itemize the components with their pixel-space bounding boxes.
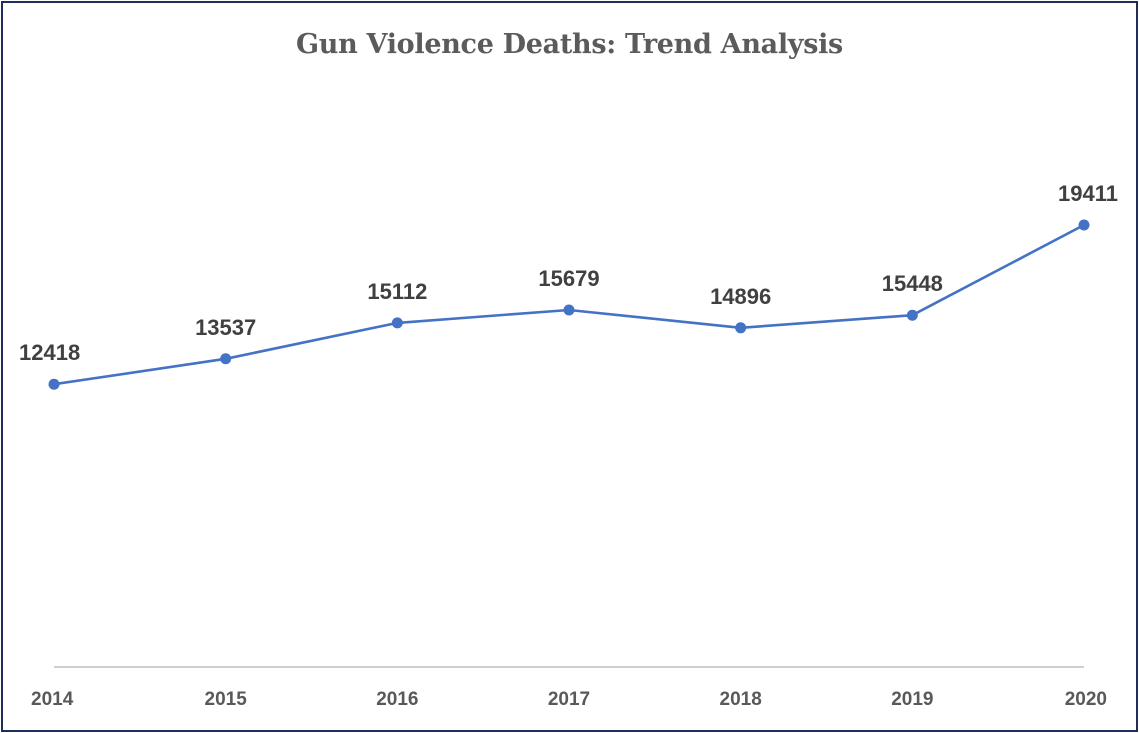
- data-point: [563, 304, 575, 316]
- x-tick-label: 2015: [205, 689, 248, 710]
- data-point: [1078, 219, 1090, 231]
- data-point: [391, 317, 403, 329]
- data-point: [220, 353, 232, 365]
- x-tick-layer: 2014 2015 2016 2017 2018 2019 2020: [31, 689, 1107, 710]
- data-label: 15679: [538, 266, 599, 291]
- data-label: 15448: [882, 271, 943, 296]
- chart-title: Gun Violence Deaths: Trend Analysis: [296, 29, 843, 60]
- data-point: [48, 378, 60, 390]
- x-tick-label: 2018: [720, 689, 762, 710]
- data-point: [735, 322, 747, 334]
- data-label: 15112: [367, 279, 427, 304]
- x-tick-label: 2020: [1065, 689, 1107, 710]
- data-label: 14896: [710, 284, 771, 309]
- data-label-layer: 12418 13537 15112 15679 14896 15448 19411: [19, 181, 1118, 365]
- data-label: 13537: [195, 315, 256, 340]
- data-label: 12418: [19, 340, 80, 365]
- series-layer: [48, 219, 1090, 390]
- x-tick-label: 2019: [891, 689, 933, 710]
- x-tick-label: 2017: [548, 689, 590, 710]
- x-tick-label: 2014: [31, 689, 74, 710]
- x-tick-label: 2016: [376, 689, 418, 710]
- data-label: 19411: [1058, 181, 1118, 206]
- data-point: [906, 309, 918, 321]
